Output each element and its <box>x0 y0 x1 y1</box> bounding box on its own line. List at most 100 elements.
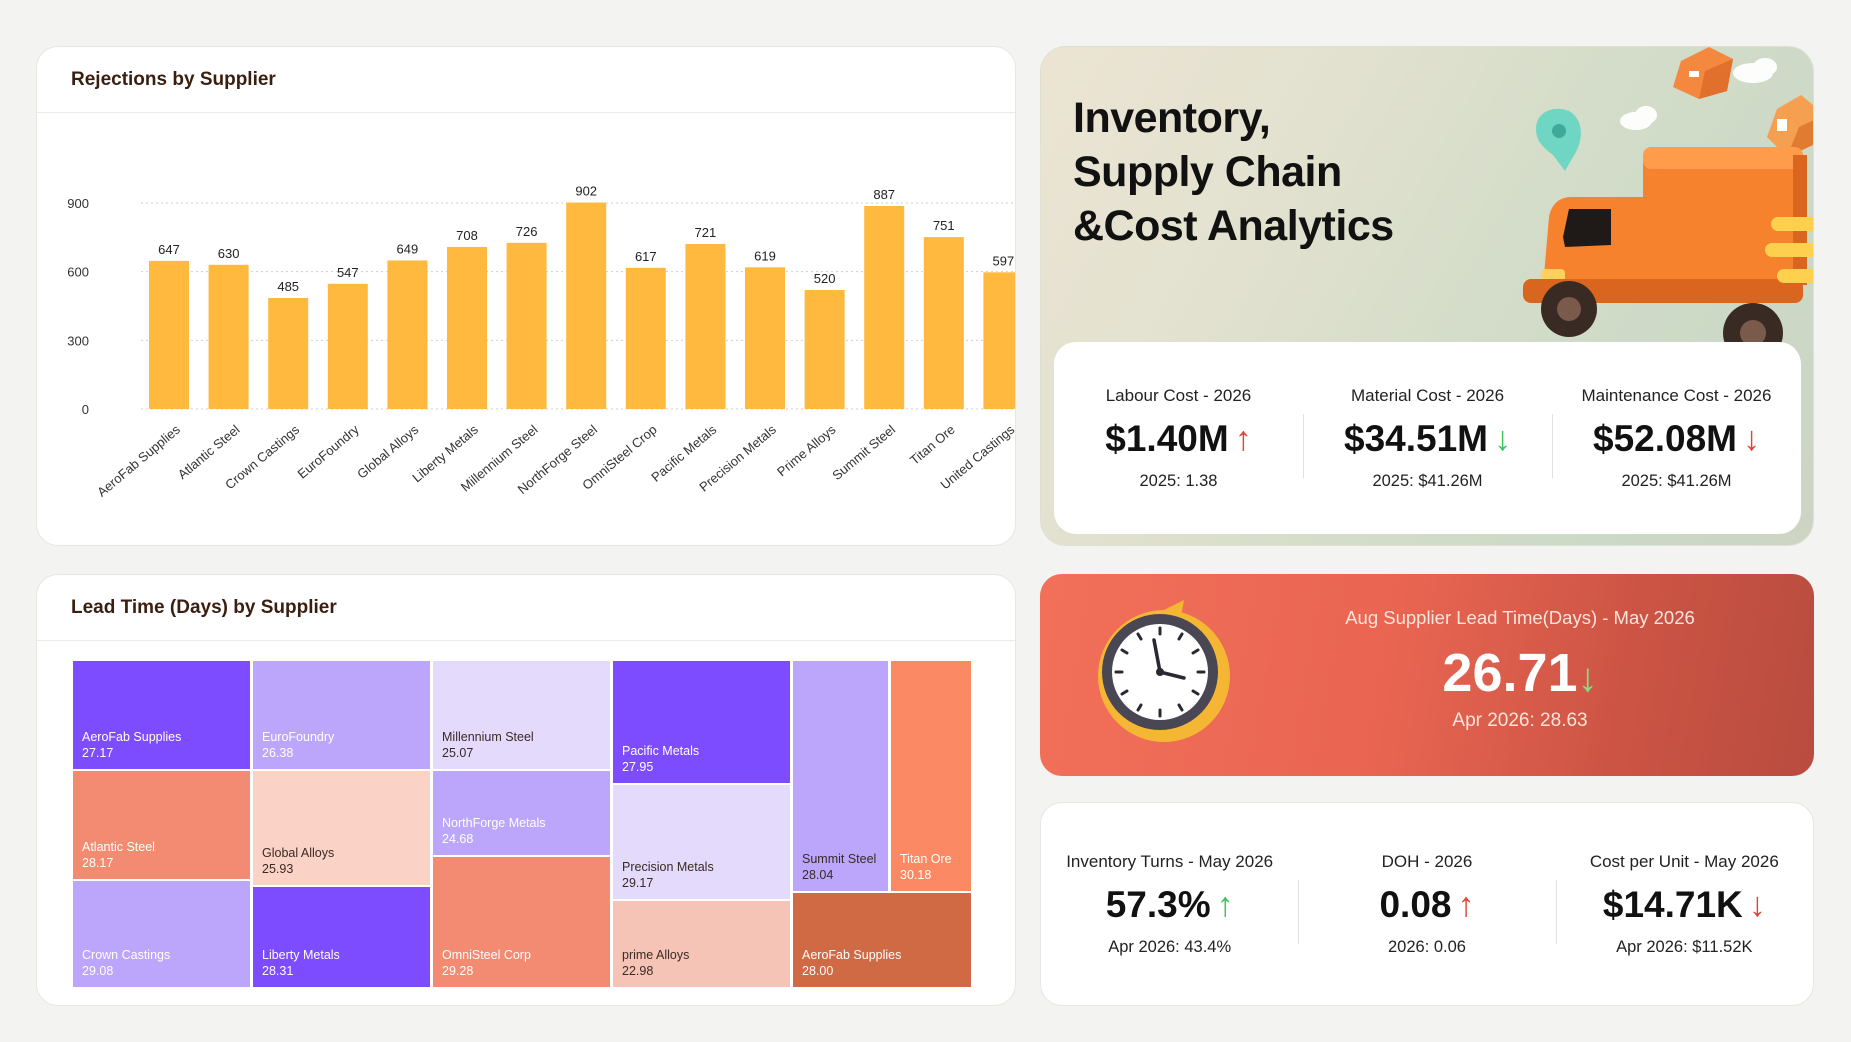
treemap-tile[interactable]: OmniSteel Corp 29.28 <box>433 857 610 987</box>
kpi-label: Cost per Unit - May 2026 <box>1589 851 1779 871</box>
data-label: 630 <box>218 246 240 261</box>
tile-label: Summit Steel <box>802 852 877 866</box>
arrow-down-icon: ↓ <box>1748 885 1766 924</box>
kpi-number: 26.71 <box>1442 643 1578 703</box>
bar[interactable] <box>983 272 1016 409</box>
data-label: 721 <box>695 225 717 240</box>
treemap-tile[interactable]: Liberty Metals 28.31 <box>253 887 430 987</box>
y-tick-label: 900 <box>67 196 89 211</box>
bar[interactable] <box>327 283 368 409</box>
tile-value: 28.04 <box>802 868 834 882</box>
bar[interactable] <box>685 243 726 409</box>
lead-time-treemap: AeroFab Supplies 27.17 Atlantic Steel 28.17… <box>73 661 971 987</box>
treemap-tile[interactable]: Titan Ore 30.18 <box>891 661 971 891</box>
kpi-value: $14.71K ↓ <box>1603 884 1766 926</box>
kpi-value: $52.08M ↓ <box>1593 418 1760 460</box>
treemap-tile[interactable]: Millennium Steel 25.07 <box>433 661 610 769</box>
hero-banner: Inventory, Supply Chain &Cost Analytics <box>1040 46 1814 546</box>
tile-value: 28.31 <box>262 964 294 978</box>
bar[interactable] <box>208 264 249 409</box>
lead-time-kpi: Aug Supplier Lead Time(Days) - May 2026 … <box>1280 574 1760 776</box>
tile-label: EuroFoundry <box>262 730 335 744</box>
kpi-value: $34.51M ↓ <box>1344 418 1511 460</box>
kpi-label: Inventory Turns - May 2026 <box>1066 851 1274 871</box>
bar[interactable] <box>804 289 845 409</box>
kpi-number: 57.3% <box>1105 883 1211 925</box>
rejections-card: Rejections by Supplier 0 300 600 900 647 Aero… <box>36 46 1016 546</box>
x-tick-label: Titan Ore <box>907 422 958 468</box>
inventory-turns-kpi: Inventory Turns - May 2026 57.3% ↑ Apr 2… <box>1041 852 1298 957</box>
hero-title-line: Inventory, <box>1073 94 1271 142</box>
treemap-tile[interactable]: Pacific Metals 27.95 <box>613 661 790 783</box>
bar[interactable] <box>387 260 428 409</box>
bar[interactable] <box>566 202 607 409</box>
kpi-label: Labour Cost - 2026 <box>1105 385 1252 405</box>
kpi-label: DOH - 2026 <box>1381 851 1473 871</box>
treemap-tile[interactable]: Crown Castings 29.08 <box>73 881 250 987</box>
treemap-tile[interactable]: Global Alloys 25.93 <box>253 771 430 885</box>
tile-label: Liberty Metals <box>262 948 340 962</box>
hero-title: Inventory, Supply Chain &Cost Analytics <box>1073 91 1394 253</box>
kpi-comparison: Apr 2026: 28.63 <box>1452 710 1588 731</box>
rejections-title: Rejections by Supplier <box>37 47 1015 113</box>
doh-kpi: DOH - 2026 0.08 ↑ 2026: 0.06 <box>1298 852 1555 957</box>
tile-label: AeroFab Supplies <box>802 948 902 962</box>
treemap-tile[interactable]: NorthForge Metals 24.68 <box>433 771 610 855</box>
data-label: 902 <box>575 184 597 199</box>
hero-title-line: Supply Chain <box>1073 148 1342 196</box>
kpi-label: Aug Supplier Lead Time(Days) - May 2026 <box>1345 607 1695 628</box>
treemap-tile[interactable]: Atlantic Steel 28.17 <box>73 771 250 879</box>
kpi-comparison: Apr 2026: $11.52K <box>1616 937 1753 956</box>
tile-value: 30.18 <box>900 868 932 882</box>
tile-value: 29.17 <box>622 876 654 890</box>
data-label: 726 <box>516 224 538 239</box>
cost-kpi-panel: Labour Cost - 2026 $1.40M ↑ 2025: 1.38 M… <box>1054 342 1801 534</box>
maintenance-cost-kpi: Maintenance Cost - 2026 $52.08M ↓ 2025: … <box>1552 386 1801 491</box>
tile-value: 24.68 <box>442 832 474 846</box>
treemap-tile[interactable]: Precision Metals 29.17 <box>613 785 790 899</box>
bar[interactable] <box>745 267 785 409</box>
tile-label: prime Alloys <box>622 948 690 962</box>
tile-label: AeroFab Supplies <box>82 730 182 744</box>
data-label: 619 <box>754 248 776 263</box>
kpi-number: $34.51M <box>1344 417 1488 459</box>
lead-time-banner: Aug Supplier Lead Time(Days) - May 2026 … <box>1040 574 1814 776</box>
tile-value: 22.98 <box>622 964 654 978</box>
bar[interactable] <box>506 242 547 409</box>
bar[interactable] <box>923 237 964 409</box>
tile-value: 26.38 <box>262 746 294 760</box>
tile-label: Millennium Steel <box>442 730 534 744</box>
treemap-tile[interactable]: AeroFab Supplies 27.17 <box>73 661 250 769</box>
data-label: 547 <box>337 265 359 280</box>
arrow-up-icon: ↑ <box>1457 885 1475 924</box>
y-tick-label: 0 <box>82 402 89 417</box>
treemap-tile[interactable]: prime Alloys 22.98 <box>613 901 790 987</box>
kpi-number: $14.71K <box>1602 883 1743 925</box>
truck-icon <box>1523 147 1813 363</box>
cost-per-unit-kpi: Cost per Unit - May 2026 $14.71K ↓ Apr 2… <box>1555 851 1813 957</box>
tile-value: 29.08 <box>82 964 114 978</box>
treemap-tile[interactable]: EuroFoundry 26.38 <box>253 661 430 769</box>
tile-label: OmniSteel Corp <box>442 948 531 962</box>
lead-time-title: Lead Time (Days) by Supplier <box>37 575 1015 641</box>
bar[interactable] <box>149 260 189 409</box>
treemap-tile[interactable]: AeroFab Supplies 28.00 <box>793 893 971 987</box>
arrow-down-icon: ↓ <box>1577 656 1598 700</box>
y-tick-label: 600 <box>67 265 89 280</box>
data-label: 520 <box>814 271 836 286</box>
bar[interactable] <box>625 267 666 409</box>
bar[interactable] <box>268 297 309 409</box>
tile-label: Precision Metals <box>622 860 714 874</box>
bar[interactable] <box>447 246 487 409</box>
material-cost-kpi: Material Cost - 2026 $34.51M ↓ 2025: $41… <box>1303 386 1552 491</box>
kpi-number: 0.08 <box>1379 883 1452 925</box>
bar[interactable] <box>864 205 905 409</box>
tile-value: 25.93 <box>262 862 294 876</box>
inventory-kpi-card: Inventory Turns - May 2026 57.3% ↑ Apr 2… <box>1040 802 1814 1006</box>
arrow-up-icon: ↑ <box>1216 885 1234 924</box>
treemap-tile[interactable]: Summit Steel 28.04 <box>793 661 888 891</box>
delivery-truck-illustration <box>1523 47 1813 363</box>
data-label: 597 <box>993 253 1015 268</box>
x-tick-label: Summit Steel <box>829 422 898 483</box>
